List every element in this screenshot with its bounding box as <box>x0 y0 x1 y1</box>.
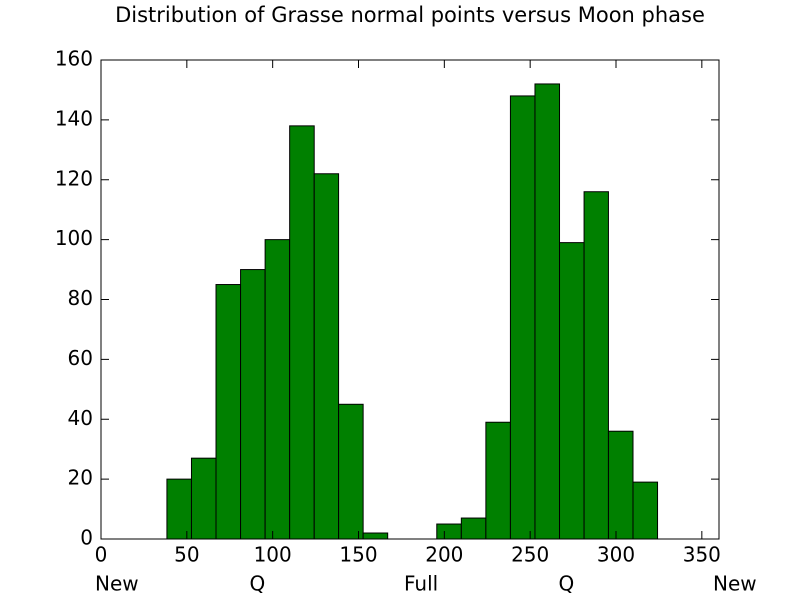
bar <box>190 457 217 540</box>
x-tick-label: 100 <box>254 543 292 567</box>
x-tick-label: 300 <box>597 543 635 567</box>
y-tick-label: 20 <box>68 466 93 490</box>
bar <box>313 173 340 540</box>
y-tick-label: 140 <box>55 106 93 130</box>
bar <box>436 523 462 540</box>
x-tick-label: 0 <box>95 543 108 567</box>
bar <box>215 284 242 540</box>
y-tick-label: 120 <box>55 166 93 190</box>
x-tick-label: 200 <box>425 543 463 567</box>
y-tick-label: 100 <box>55 226 93 250</box>
phase-label: Full <box>404 572 438 596</box>
bar <box>264 239 291 540</box>
bar <box>166 478 192 540</box>
y-tick-label: 40 <box>68 406 93 430</box>
bar <box>460 517 487 540</box>
bar <box>289 125 315 540</box>
y-tick-label: 160 <box>55 47 93 71</box>
phase-label: Q <box>250 572 266 596</box>
bar <box>362 532 389 540</box>
bar <box>559 242 585 540</box>
phase-label: New <box>713 572 757 596</box>
x-tick-label: 50 <box>174 543 199 567</box>
phase-label: Q <box>559 572 575 596</box>
bar <box>240 269 266 540</box>
y-tick-label: 60 <box>68 346 93 370</box>
x-tick-label: 350 <box>683 543 721 567</box>
y-tick-label: 0 <box>80 526 93 550</box>
bar <box>509 95 536 540</box>
bar <box>607 430 634 540</box>
x-tick-label: 250 <box>511 543 549 567</box>
bar <box>485 421 511 540</box>
bar <box>632 481 659 540</box>
y-tick-label: 80 <box>68 286 93 310</box>
bar <box>534 83 561 540</box>
phase-label: New <box>95 572 139 596</box>
bar <box>583 191 609 540</box>
chart-title: Distribution of Grasse normal points ver… <box>115 3 705 27</box>
bar <box>338 403 364 540</box>
x-tick-label: 150 <box>339 543 377 567</box>
